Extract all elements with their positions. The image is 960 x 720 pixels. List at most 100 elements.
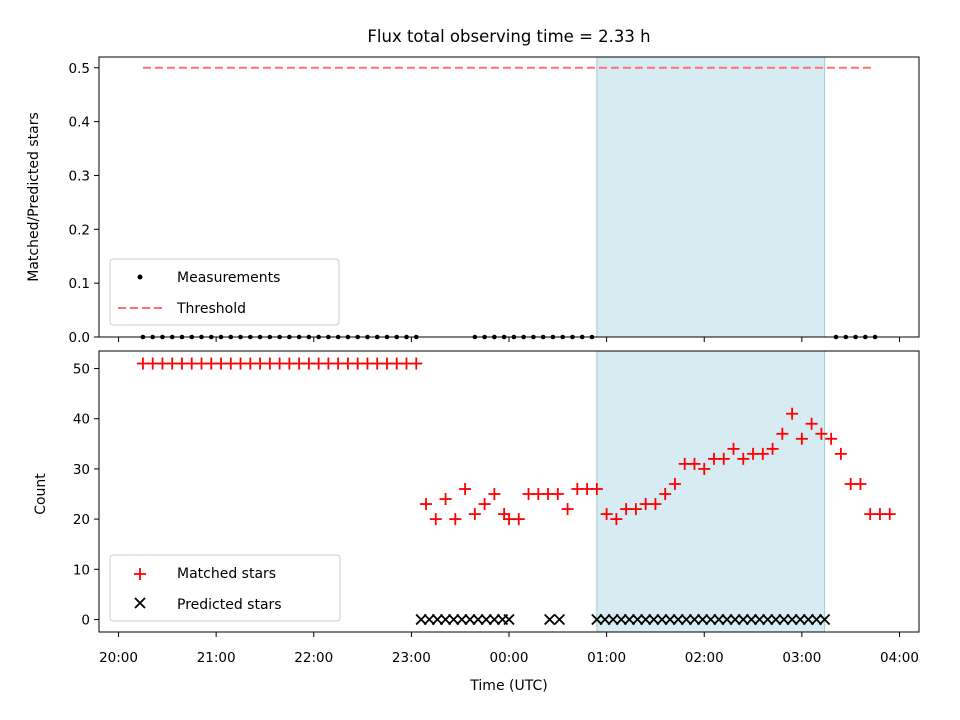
predicted-star-point: [544, 613, 556, 626]
y-tick-label: 0.2: [69, 222, 90, 238]
predicted-star-point: [431, 613, 444, 626]
matched-star-point: [410, 357, 423, 370]
panel-bottom: 0 10 20 30 40 50 20:00 21:00 22:00 23:00 00:00 01:…: [33, 350, 920, 694]
predicted-star-point: [753, 613, 766, 626]
panel-bottom-span: [596, 350, 826, 633]
panel-top: 0.0 0.1 0.2 0.3 0.4 0.5 Matched/Predicted sta…: [26, 56, 920, 346]
predicted-star-point: [415, 613, 427, 626]
x-axis-label: Time (UTC): [469, 678, 547, 694]
matched-star-point: [629, 503, 642, 516]
matched-star-point: [590, 482, 603, 495]
predicted-star-point: [599, 613, 611, 626]
matched-star-point: [815, 427, 828, 440]
predicted-star-point: [615, 613, 627, 626]
panel-bottom-y-axis: 0 10 20 30 40 50: [73, 362, 99, 628]
legend-predicted-label: Predicted stars: [177, 597, 282, 613]
panel-bottom-legend: Matched stars Predicted stars: [109, 554, 341, 622]
matched-star-point: [825, 432, 838, 445]
panel-bottom-y-label: Count: [33, 473, 49, 515]
predicted-star-point: [810, 613, 823, 626]
x-tick-label: 04:00: [880, 650, 919, 666]
predicted-star-point: [623, 613, 636, 626]
matched-star-point: [795, 432, 808, 445]
predicted-star-point: [786, 613, 798, 626]
panel-top-legend: Measurements Threshold: [109, 258, 340, 326]
matched-star-point: [659, 488, 672, 501]
y-tick-label: 40: [73, 412, 90, 428]
matched-star-point: [449, 513, 462, 526]
predicted-star-point: [672, 613, 684, 626]
predicted-star-point: [664, 613, 676, 626]
y-tick-label: 10: [73, 562, 90, 578]
matched-star-point: [478, 498, 491, 511]
predicted-star-point: [456, 613, 468, 626]
matched-star-point: [420, 498, 433, 511]
predicted-star-point: [464, 613, 476, 626]
predicted-star-point: [503, 613, 515, 626]
matched-star-point: [776, 427, 789, 440]
predicted-star-point: [439, 613, 452, 626]
legend-matched-marker: [134, 568, 146, 580]
matched-star-point: [717, 452, 730, 465]
y-tick-label: 0.4: [69, 115, 90, 131]
matched-star-point: [429, 513, 442, 526]
matched-star-point: [649, 498, 662, 511]
predicted-star-point: [737, 613, 749, 626]
predicted-star-point: [794, 613, 806, 626]
predicted-star-point: [656, 613, 668, 626]
predicted-star-point: [488, 613, 500, 626]
legend-threshold-label: Threshold: [176, 301, 246, 317]
panel-top-y-label: Matched/Predicted stars: [26, 112, 42, 282]
legend-measurements-marker: [137, 274, 143, 280]
x-tick-label: 22:00: [294, 650, 333, 666]
y-tick-label: 0: [81, 612, 90, 628]
panel-top-x-ticks: [118, 337, 900, 342]
x-tick-label: 03:00: [782, 650, 821, 666]
y-tick-label: 0.3: [69, 168, 90, 184]
x-tick-label: 00:00: [490, 650, 529, 666]
matched-star-point: [786, 407, 799, 420]
predicted-star-point: [591, 613, 603, 626]
legend-matched-label: Matched stars: [177, 566, 276, 582]
matched-star-point: [834, 447, 847, 460]
panel-top-span: [596, 56, 826, 338]
matched-star-point: [468, 508, 481, 521]
predicted-star-point: [705, 613, 717, 626]
predicted-star-point: [448, 613, 460, 626]
y-tick-label: 50: [73, 362, 90, 378]
predicted-star-point: [631, 613, 644, 626]
matched-star-point: [883, 508, 896, 521]
panel-bottom-x-axis: 20:00 21:00 22:00 23:00 00:00 01:00 02:00 03:00…: [99, 632, 919, 666]
y-tick-label: 0.0: [69, 330, 90, 346]
predicted-star-point: [640, 613, 652, 626]
chart-title: Flux total observing time = 2.33 h: [367, 27, 650, 46]
predicted-star-point: [713, 613, 725, 626]
matched-star-point: [488, 488, 501, 501]
y-tick-label: 0.5: [69, 61, 90, 77]
y-tick-label: 30: [73, 462, 90, 478]
x-tick-label: 01:00: [587, 650, 626, 666]
matched-star-point: [551, 488, 564, 501]
predicted-star-point: [778, 613, 790, 626]
predicted-star-point: [648, 613, 660, 626]
panel-top-y-axis: 0.0 0.1 0.2 0.3 0.4 0.5: [69, 61, 99, 346]
predicted-star-point: [762, 613, 774, 626]
predicted-star-point: [770, 613, 782, 626]
y-tick-label: 20: [73, 512, 90, 528]
predicted-star-point: [472, 613, 484, 626]
predicted-star-point: [721, 613, 733, 626]
matched-star-point: [610, 513, 623, 526]
predicted-star-point: [688, 613, 701, 626]
predicted-star-point: [553, 613, 566, 626]
legend-predicted-marker: [134, 597, 146, 609]
x-tick-label: 21:00: [197, 650, 236, 666]
x-tick-label: 23:00: [392, 650, 431, 666]
legend-frame: [109, 554, 341, 622]
predicted-star-point: [745, 613, 758, 626]
predicted-star-point: [818, 613, 831, 626]
matched-star-point: [561, 503, 574, 516]
matched-star-point: [439, 493, 452, 506]
x-tick-label: 20:00: [99, 650, 138, 666]
predicted-star-point: [802, 613, 815, 626]
